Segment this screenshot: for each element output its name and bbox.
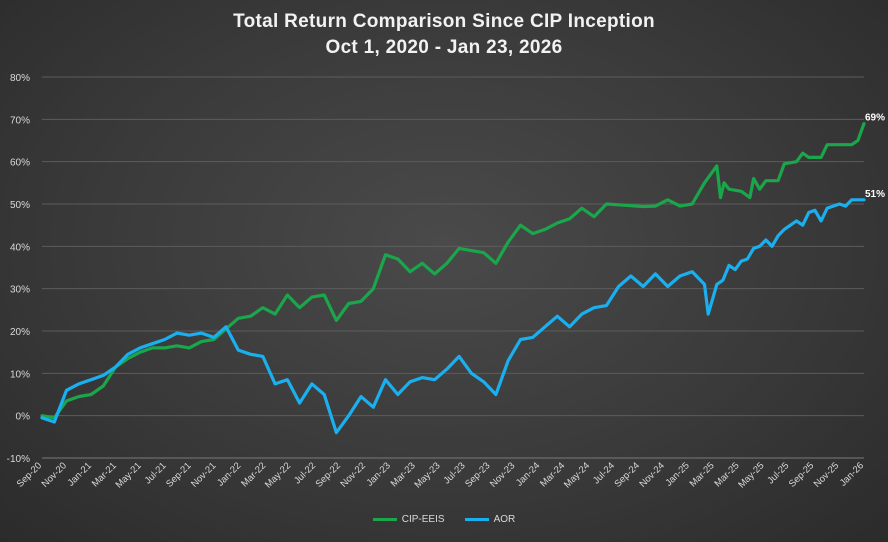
x-tick-label: Nov-24 bbox=[637, 460, 666, 489]
x-tick-label: Sep-25 bbox=[787, 460, 816, 489]
x-tick-label: Jan-25 bbox=[663, 460, 691, 488]
x-tick-label: Nov-25 bbox=[812, 460, 841, 489]
y-tick-label: 60% bbox=[10, 158, 30, 169]
x-tick-label: Sep-24 bbox=[612, 460, 641, 489]
legend-swatch-cip-eeis bbox=[372, 518, 397, 521]
x-tick-label: Sep-23 bbox=[463, 460, 492, 489]
x-tick-label: Nov-20 bbox=[40, 460, 69, 489]
y-tick-label: 10% bbox=[10, 369, 30, 380]
x-tick-label: Nov-23 bbox=[488, 460, 517, 489]
chart-title: Total Return Comparison Since CIP Incept… bbox=[233, 11, 655, 32]
x-tick-label: Nov-22 bbox=[339, 460, 368, 489]
legend-swatch-aor bbox=[464, 518, 489, 521]
legend-label-cip-eeis: CIP-EEIS bbox=[401, 514, 445, 525]
y-tick-label: 50% bbox=[10, 200, 30, 211]
y-tick-label: -10% bbox=[7, 454, 30, 465]
chart-subtitle: Oct 1, 2020 - Jan 23, 2026 bbox=[325, 37, 563, 58]
legend-item-aor: AOR bbox=[464, 514, 516, 525]
y-tick-label: 40% bbox=[10, 242, 30, 253]
y-tick-label: 0% bbox=[16, 412, 31, 423]
x-tick-label: Nov-21 bbox=[189, 460, 218, 489]
x-tick-label: May-22 bbox=[263, 460, 293, 490]
x-tick-label: May-21 bbox=[114, 460, 144, 490]
y-tick-label: 70% bbox=[10, 115, 30, 126]
x-tick-label: May-23 bbox=[412, 460, 442, 490]
x-tick-label: Jan-26 bbox=[838, 460, 866, 488]
x-tick-label: May-25 bbox=[736, 460, 766, 490]
x-tick-label: Jan-24 bbox=[514, 460, 542, 488]
series-line-aor bbox=[40, 198, 866, 435]
end-value-label: 69% bbox=[865, 113, 885, 124]
x-tick-label: Mar-25 bbox=[688, 460, 717, 489]
y-tick-label: 80% bbox=[10, 73, 30, 84]
x-tick-label: Jan-23 bbox=[365, 460, 393, 488]
y-tick-label: 30% bbox=[10, 285, 30, 296]
x-tick-label: May-24 bbox=[562, 460, 592, 490]
y-tick-label: 20% bbox=[10, 327, 30, 338]
legend: CIP-EEIS AOR bbox=[0, 514, 888, 525]
end-value-label: 51% bbox=[865, 189, 885, 200]
series-line-cip-eeis bbox=[40, 121, 866, 420]
x-tick-label: Jan-21 bbox=[66, 460, 94, 488]
x-tick-label: Sep-21 bbox=[164, 460, 193, 489]
x-tick-label: Jan-22 bbox=[215, 460, 243, 488]
legend-item-cip-eeis: CIP-EEIS bbox=[372, 514, 445, 525]
legend-label-aor: AOR bbox=[493, 514, 516, 525]
x-tick-label: Sep-22 bbox=[314, 460, 343, 489]
